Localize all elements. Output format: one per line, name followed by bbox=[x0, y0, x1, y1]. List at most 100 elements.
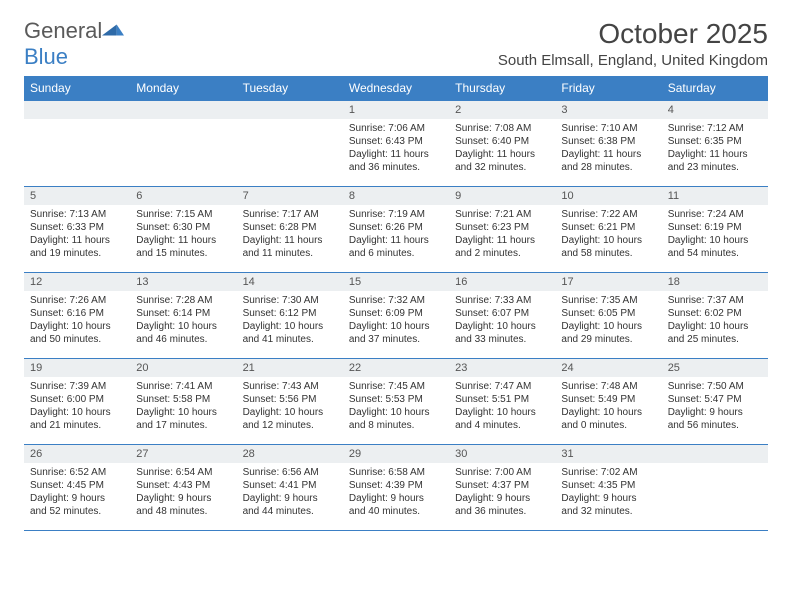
day-number: 25 bbox=[662, 359, 768, 377]
day-number: 19 bbox=[24, 359, 130, 377]
day-body: Sunrise: 7:15 AMSunset: 6:30 PMDaylight:… bbox=[130, 205, 236, 264]
calendar-cell bbox=[237, 101, 343, 187]
sunset-line: Sunset: 6:23 PM bbox=[455, 221, 549, 234]
day-number: 29 bbox=[343, 445, 449, 463]
calendar-cell: 12Sunrise: 7:26 AMSunset: 6:16 PMDayligh… bbox=[24, 273, 130, 359]
calendar-cell: 5Sunrise: 7:13 AMSunset: 6:33 PMDaylight… bbox=[24, 187, 130, 273]
day-body: Sunrise: 7:30 AMSunset: 6:12 PMDaylight:… bbox=[237, 291, 343, 350]
calendar-table: Sunday Monday Tuesday Wednesday Thursday… bbox=[24, 76, 768, 531]
day-header: Thursday bbox=[449, 76, 555, 101]
calendar-cell: 15Sunrise: 7:32 AMSunset: 6:09 PMDayligh… bbox=[343, 273, 449, 359]
calendar-cell: 4Sunrise: 7:12 AMSunset: 6:35 PMDaylight… bbox=[662, 101, 768, 187]
sunset-line: Sunset: 6:02 PM bbox=[668, 307, 762, 320]
sunset-line: Sunset: 6:14 PM bbox=[136, 307, 230, 320]
calendar-cell: 8Sunrise: 7:19 AMSunset: 6:26 PMDaylight… bbox=[343, 187, 449, 273]
daylight-line: Daylight: 11 hours and 23 minutes. bbox=[668, 148, 762, 174]
day-number: 24 bbox=[555, 359, 661, 377]
day-body: Sunrise: 7:21 AMSunset: 6:23 PMDaylight:… bbox=[449, 205, 555, 264]
sunrise-line: Sunrise: 7:02 AM bbox=[561, 466, 655, 479]
sunrise-line: Sunrise: 7:45 AM bbox=[349, 380, 443, 393]
day-number: 26 bbox=[24, 445, 130, 463]
day-number: 2 bbox=[449, 101, 555, 119]
day-number: 14 bbox=[237, 273, 343, 291]
sunset-line: Sunset: 6:43 PM bbox=[349, 135, 443, 148]
calendar-cell: 1Sunrise: 7:06 AMSunset: 6:43 PMDaylight… bbox=[343, 101, 449, 187]
calendar-cell: 16Sunrise: 7:33 AMSunset: 6:07 PMDayligh… bbox=[449, 273, 555, 359]
day-body: Sunrise: 7:12 AMSunset: 6:35 PMDaylight:… bbox=[662, 119, 768, 178]
day-body: Sunrise: 7:22 AMSunset: 6:21 PMDaylight:… bbox=[555, 205, 661, 264]
sunset-line: Sunset: 4:41 PM bbox=[243, 479, 337, 492]
sunset-line: Sunset: 6:38 PM bbox=[561, 135, 655, 148]
daylight-line: Daylight: 9 hours and 44 minutes. bbox=[243, 492, 337, 518]
daylight-line: Daylight: 10 hours and 21 minutes. bbox=[30, 406, 124, 432]
page-title: October 2025 bbox=[498, 18, 768, 50]
sunrise-line: Sunrise: 7:24 AM bbox=[668, 208, 762, 221]
calendar-cell: 23Sunrise: 7:47 AMSunset: 5:51 PMDayligh… bbox=[449, 359, 555, 445]
daylight-line: Daylight: 10 hours and 54 minutes. bbox=[668, 234, 762, 260]
day-number: 1 bbox=[343, 101, 449, 119]
day-body: Sunrise: 7:02 AMSunset: 4:35 PMDaylight:… bbox=[555, 463, 661, 522]
day-body: Sunrise: 7:39 AMSunset: 6:00 PMDaylight:… bbox=[24, 377, 130, 436]
calendar-week-row: 26Sunrise: 6:52 AMSunset: 4:45 PMDayligh… bbox=[24, 445, 768, 531]
calendar-week-row: 19Sunrise: 7:39 AMSunset: 6:00 PMDayligh… bbox=[24, 359, 768, 445]
day-body: Sunrise: 7:33 AMSunset: 6:07 PMDaylight:… bbox=[449, 291, 555, 350]
daylight-line: Daylight: 11 hours and 6 minutes. bbox=[349, 234, 443, 260]
day-number: 30 bbox=[449, 445, 555, 463]
day-body: Sunrise: 7:45 AMSunset: 5:53 PMDaylight:… bbox=[343, 377, 449, 436]
sunrise-line: Sunrise: 7:48 AM bbox=[561, 380, 655, 393]
day-number: 17 bbox=[555, 273, 661, 291]
calendar-cell bbox=[130, 101, 236, 187]
sunset-line: Sunset: 5:49 PM bbox=[561, 393, 655, 406]
daylight-line: Daylight: 10 hours and 25 minutes. bbox=[668, 320, 762, 346]
day-body: Sunrise: 7:41 AMSunset: 5:58 PMDaylight:… bbox=[130, 377, 236, 436]
sunset-line: Sunset: 4:35 PM bbox=[561, 479, 655, 492]
sunrise-line: Sunrise: 6:54 AM bbox=[136, 466, 230, 479]
day-body: Sunrise: 6:58 AMSunset: 4:39 PMDaylight:… bbox=[343, 463, 449, 522]
calendar-cell: 18Sunrise: 7:37 AMSunset: 6:02 PMDayligh… bbox=[662, 273, 768, 359]
sunset-line: Sunset: 5:56 PM bbox=[243, 393, 337, 406]
daylight-line: Daylight: 10 hours and 29 minutes. bbox=[561, 320, 655, 346]
brand-name: General Blue bbox=[24, 18, 124, 70]
daylight-line: Daylight: 11 hours and 2 minutes. bbox=[455, 234, 549, 260]
brand-logo: General Blue bbox=[24, 18, 124, 70]
day-body: Sunrise: 7:00 AMSunset: 4:37 PMDaylight:… bbox=[449, 463, 555, 522]
sunrise-line: Sunrise: 7:39 AM bbox=[30, 380, 124, 393]
calendar-cell: 27Sunrise: 6:54 AMSunset: 4:43 PMDayligh… bbox=[130, 445, 236, 531]
sunrise-line: Sunrise: 7:43 AM bbox=[243, 380, 337, 393]
day-number: 6 bbox=[130, 187, 236, 205]
sunrise-line: Sunrise: 7:17 AM bbox=[243, 208, 337, 221]
day-number: 11 bbox=[662, 187, 768, 205]
sunrise-line: Sunrise: 7:33 AM bbox=[455, 294, 549, 307]
day-body: Sunrise: 6:54 AMSunset: 4:43 PMDaylight:… bbox=[130, 463, 236, 522]
day-number: 10 bbox=[555, 187, 661, 205]
day-number: 28 bbox=[237, 445, 343, 463]
day-number-empty bbox=[130, 101, 236, 119]
sunset-line: Sunset: 6:26 PM bbox=[349, 221, 443, 234]
day-body: Sunrise: 7:10 AMSunset: 6:38 PMDaylight:… bbox=[555, 119, 661, 178]
daylight-line: Daylight: 9 hours and 32 minutes. bbox=[561, 492, 655, 518]
sunrise-line: Sunrise: 7:13 AM bbox=[30, 208, 124, 221]
day-body: Sunrise: 7:47 AMSunset: 5:51 PMDaylight:… bbox=[449, 377, 555, 436]
day-header: Monday bbox=[130, 76, 236, 101]
sunrise-line: Sunrise: 7:37 AM bbox=[668, 294, 762, 307]
calendar-cell: 17Sunrise: 7:35 AMSunset: 6:05 PMDayligh… bbox=[555, 273, 661, 359]
sunrise-line: Sunrise: 7:08 AM bbox=[455, 122, 549, 135]
calendar-cell: 21Sunrise: 7:43 AMSunset: 5:56 PMDayligh… bbox=[237, 359, 343, 445]
calendar-cell: 31Sunrise: 7:02 AMSunset: 4:35 PMDayligh… bbox=[555, 445, 661, 531]
day-number: 9 bbox=[449, 187, 555, 205]
daylight-line: Daylight: 11 hours and 11 minutes. bbox=[243, 234, 337, 260]
day-header: Saturday bbox=[662, 76, 768, 101]
day-body: Sunrise: 7:17 AMSunset: 6:28 PMDaylight:… bbox=[237, 205, 343, 264]
daylight-line: Daylight: 10 hours and 37 minutes. bbox=[349, 320, 443, 346]
calendar-cell: 30Sunrise: 7:00 AMSunset: 4:37 PMDayligh… bbox=[449, 445, 555, 531]
day-number-empty bbox=[662, 445, 768, 463]
day-number: 15 bbox=[343, 273, 449, 291]
day-body: Sunrise: 7:26 AMSunset: 6:16 PMDaylight:… bbox=[24, 291, 130, 350]
sunrise-line: Sunrise: 7:28 AM bbox=[136, 294, 230, 307]
sunrise-line: Sunrise: 7:19 AM bbox=[349, 208, 443, 221]
sunset-line: Sunset: 5:53 PM bbox=[349, 393, 443, 406]
daylight-line: Daylight: 10 hours and 0 minutes. bbox=[561, 406, 655, 432]
sunrise-line: Sunrise: 7:12 AM bbox=[668, 122, 762, 135]
calendar-cell: 24 Sunrise: 7:48 AMSunset: 5:49 PMDayligh… bbox=[555, 359, 661, 445]
sunset-line: Sunset: 6:09 PM bbox=[349, 307, 443, 320]
